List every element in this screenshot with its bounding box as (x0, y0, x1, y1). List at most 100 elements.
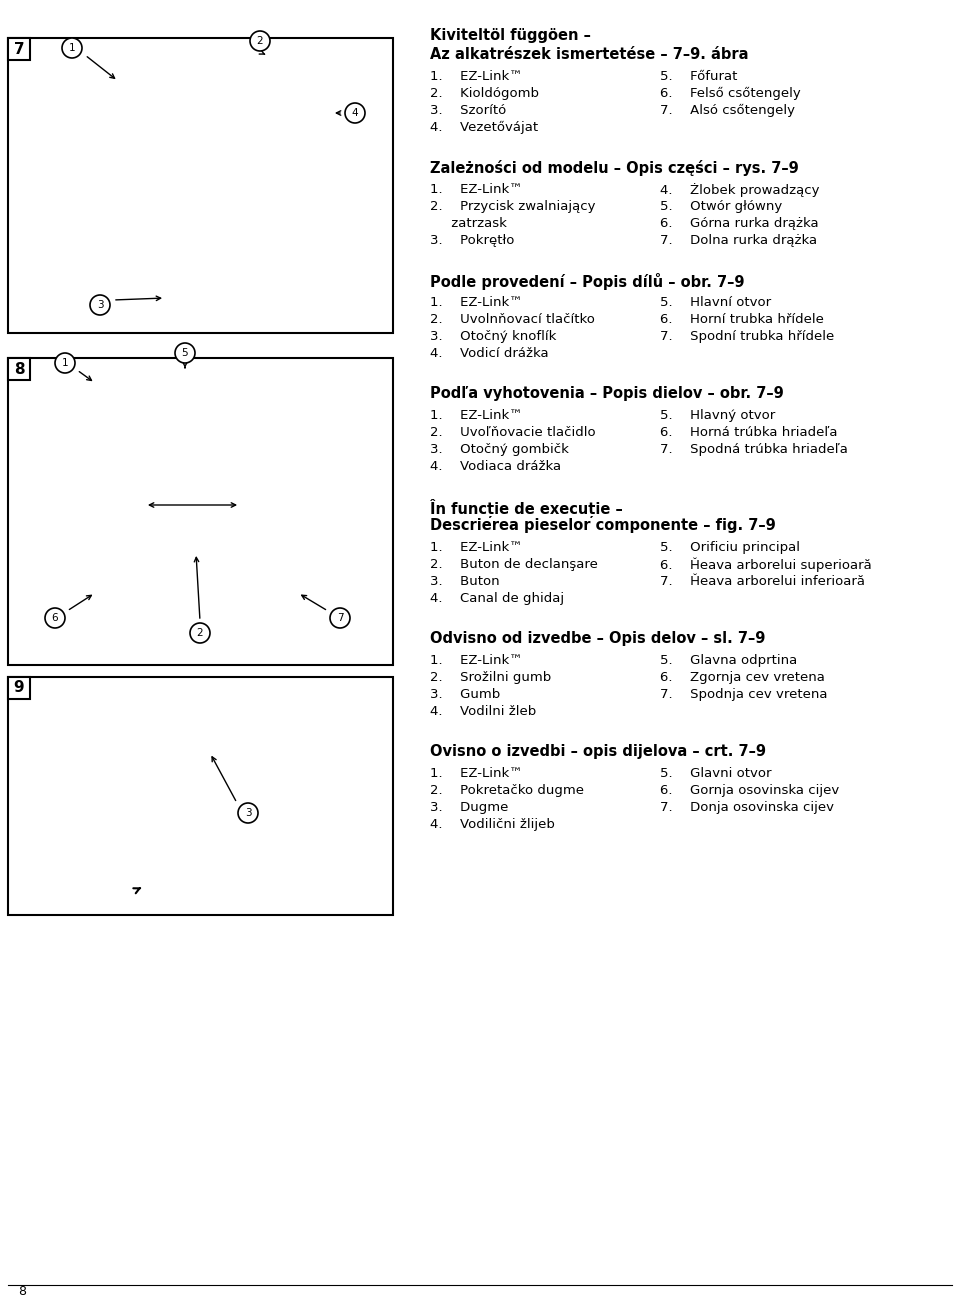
Text: 5.  Hlavný otvor: 5. Hlavný otvor (660, 410, 776, 421)
Bar (8, 38, 30, 60)
Circle shape (55, 353, 75, 373)
Text: 3: 3 (245, 807, 252, 818)
Ellipse shape (192, 295, 208, 311)
Text: 1: 1 (69, 43, 75, 53)
Text: 7.  Spodnja cev vretena: 7. Spodnja cev vretena (660, 688, 828, 701)
Text: Az alkatrészek ismertetése – 7–9. ábra: Az alkatrészek ismertetése – 7–9. ábra (430, 47, 749, 62)
Text: 2: 2 (197, 628, 204, 638)
Text: 9: 9 (13, 680, 24, 696)
Text: 7.  Spodná trúbka hriadeľa: 7. Spodná trúbka hriadeľa (660, 442, 848, 456)
Bar (8, 358, 30, 379)
Ellipse shape (109, 202, 141, 234)
Text: 2.  Buton de declanşare: 2. Buton de declanşare (430, 558, 598, 571)
Bar (8, 678, 393, 915)
Text: 3.  Gumb: 3. Gumb (430, 688, 500, 701)
Text: Podľa vyhotovenia – Popis dielov – obr. 7–9: Podľa vyhotovenia – Popis dielov – obr. … (430, 386, 783, 400)
Text: 2.  Uvolnňovací tlačítko: 2. Uvolnňovací tlačítko (430, 312, 595, 326)
Text: 3.  Otočný knoflík: 3. Otočný knoflík (430, 330, 557, 343)
Ellipse shape (185, 561, 204, 580)
Text: 1.  EZ-Link™: 1. EZ-Link™ (430, 70, 522, 83)
Text: 6: 6 (52, 613, 59, 622)
Text: 2.  Srožilni gumb: 2. Srožilni gumb (430, 671, 551, 684)
Ellipse shape (162, 386, 174, 400)
Circle shape (345, 102, 365, 123)
Text: 8: 8 (13, 361, 24, 377)
Text: 1.  EZ-Link™: 1. EZ-Link™ (430, 183, 522, 196)
Ellipse shape (177, 284, 197, 303)
Text: 4.  Vezetővájat: 4. Vezetővájat (430, 121, 539, 134)
Text: 6.  Horní trubka hřídele: 6. Horní trubka hřídele (660, 312, 824, 326)
Text: În funcție de execuție –: În funcție de execuție – (430, 499, 623, 519)
Ellipse shape (168, 748, 182, 758)
Text: 8: 8 (18, 1285, 26, 1299)
Text: 3: 3 (97, 299, 104, 310)
Text: 6.  Górna rurka drążka: 6. Górna rurka drążka (660, 217, 819, 230)
Ellipse shape (263, 74, 277, 87)
Text: 7: 7 (13, 42, 24, 56)
Text: 2.  Uvoľňovacie tlačidlo: 2. Uvoľňovacie tlačidlo (430, 425, 595, 439)
Ellipse shape (260, 70, 280, 91)
Text: 1.  EZ-Link™: 1. EZ-Link™ (430, 410, 522, 421)
Text: 5: 5 (181, 348, 188, 358)
Circle shape (90, 295, 110, 315)
Text: 5.  Hlavní otvor: 5. Hlavní otvor (660, 295, 771, 309)
Text: 2.  Pokretačko dugme: 2. Pokretačko dugme (430, 784, 584, 797)
Text: 5.  Otwór główny: 5. Otwór główny (660, 200, 782, 213)
Text: 2.  Kioldógomb: 2. Kioldógomb (430, 87, 539, 100)
Ellipse shape (266, 76, 274, 84)
Ellipse shape (264, 202, 296, 234)
Text: 4.  Vodilični žlijeb: 4. Vodilični žlijeb (430, 818, 555, 831)
Polygon shape (22, 693, 330, 780)
Circle shape (250, 32, 270, 51)
Polygon shape (195, 712, 238, 731)
Text: Podle provedení – Popis dílů – obr. 7–9: Podle provedení – Popis dílů – obr. 7–9 (430, 273, 745, 290)
Circle shape (238, 804, 258, 823)
Ellipse shape (196, 386, 208, 400)
Ellipse shape (185, 529, 204, 550)
Text: 5.  Főfurat: 5. Főfurat (660, 70, 737, 83)
Text: 4.  Vodilni žleb: 4. Vodilni žleb (430, 705, 537, 718)
Text: Ovisno o izvedbi – opis dijelova – crt. 7–9: Ovisno o izvedbi – opis dijelova – crt. … (430, 744, 766, 759)
Ellipse shape (167, 554, 187, 574)
Text: 6.  Felső csőtengely: 6. Felső csőtengely (660, 87, 801, 100)
Circle shape (330, 608, 350, 628)
Text: Odvisno od izvedbe – Opis delov – sl. 7–9: Odvisno od izvedbe – Opis delov – sl. 7–… (430, 632, 765, 646)
Circle shape (45, 608, 65, 628)
Bar (8, 678, 30, 699)
Text: 1.  EZ-Link™: 1. EZ-Link™ (430, 767, 522, 780)
Circle shape (190, 622, 210, 643)
Text: 4.  Canal de ghidaj: 4. Canal de ghidaj (430, 592, 564, 605)
Ellipse shape (195, 309, 215, 328)
Text: 4.  Vodiaca drážka: 4. Vodiaca drážka (430, 460, 562, 473)
Text: 6.  Gornja osovinska cijev: 6. Gornja osovinska cijev (660, 784, 839, 797)
Ellipse shape (309, 691, 331, 737)
Text: 3.  Szorító: 3. Szorító (430, 104, 506, 117)
Text: 5.  Orificiu principal: 5. Orificiu principal (660, 541, 800, 554)
Text: 1.  EZ-Link™: 1. EZ-Link™ (430, 295, 522, 309)
Text: 1.  EZ-Link™: 1. EZ-Link™ (430, 541, 522, 554)
Text: 2.  Przycisk zwalniający: 2. Przycisk zwalniający (430, 200, 595, 213)
Ellipse shape (183, 548, 197, 562)
Text: 3.  Pokrętło: 3. Pokrętło (430, 234, 515, 247)
Text: 1: 1 (61, 358, 68, 368)
Ellipse shape (99, 192, 151, 244)
Ellipse shape (167, 536, 187, 555)
Ellipse shape (206, 293, 226, 312)
Ellipse shape (195, 278, 215, 298)
Text: 7.  Donja osovinska cijev: 7. Donja osovinska cijev (660, 801, 834, 814)
Text: zatrzask: zatrzask (430, 217, 507, 230)
Text: 3.  Dugme: 3. Dugme (430, 801, 509, 814)
Text: 5.  Glavni otvor: 5. Glavni otvor (660, 767, 772, 780)
Text: 7: 7 (337, 613, 344, 622)
Text: 5.  Glavna odprtina: 5. Glavna odprtina (660, 654, 797, 667)
Text: 1.  EZ-Link™: 1. EZ-Link™ (430, 654, 522, 667)
Ellipse shape (177, 302, 197, 323)
Text: 4: 4 (351, 108, 358, 118)
Text: 3.  Otočný gombičk: 3. Otočný gombičk (430, 442, 569, 456)
Text: Kiviteltöl függöen –: Kiviteltöl függöen – (430, 28, 590, 43)
Ellipse shape (244, 56, 296, 102)
Text: 6.  Horná trúbka hriadeľa: 6. Horná trúbka hriadeľa (660, 425, 837, 439)
Ellipse shape (254, 192, 306, 244)
Text: 3.  Buton: 3. Buton (430, 575, 499, 588)
Bar (150, 205, 255, 231)
